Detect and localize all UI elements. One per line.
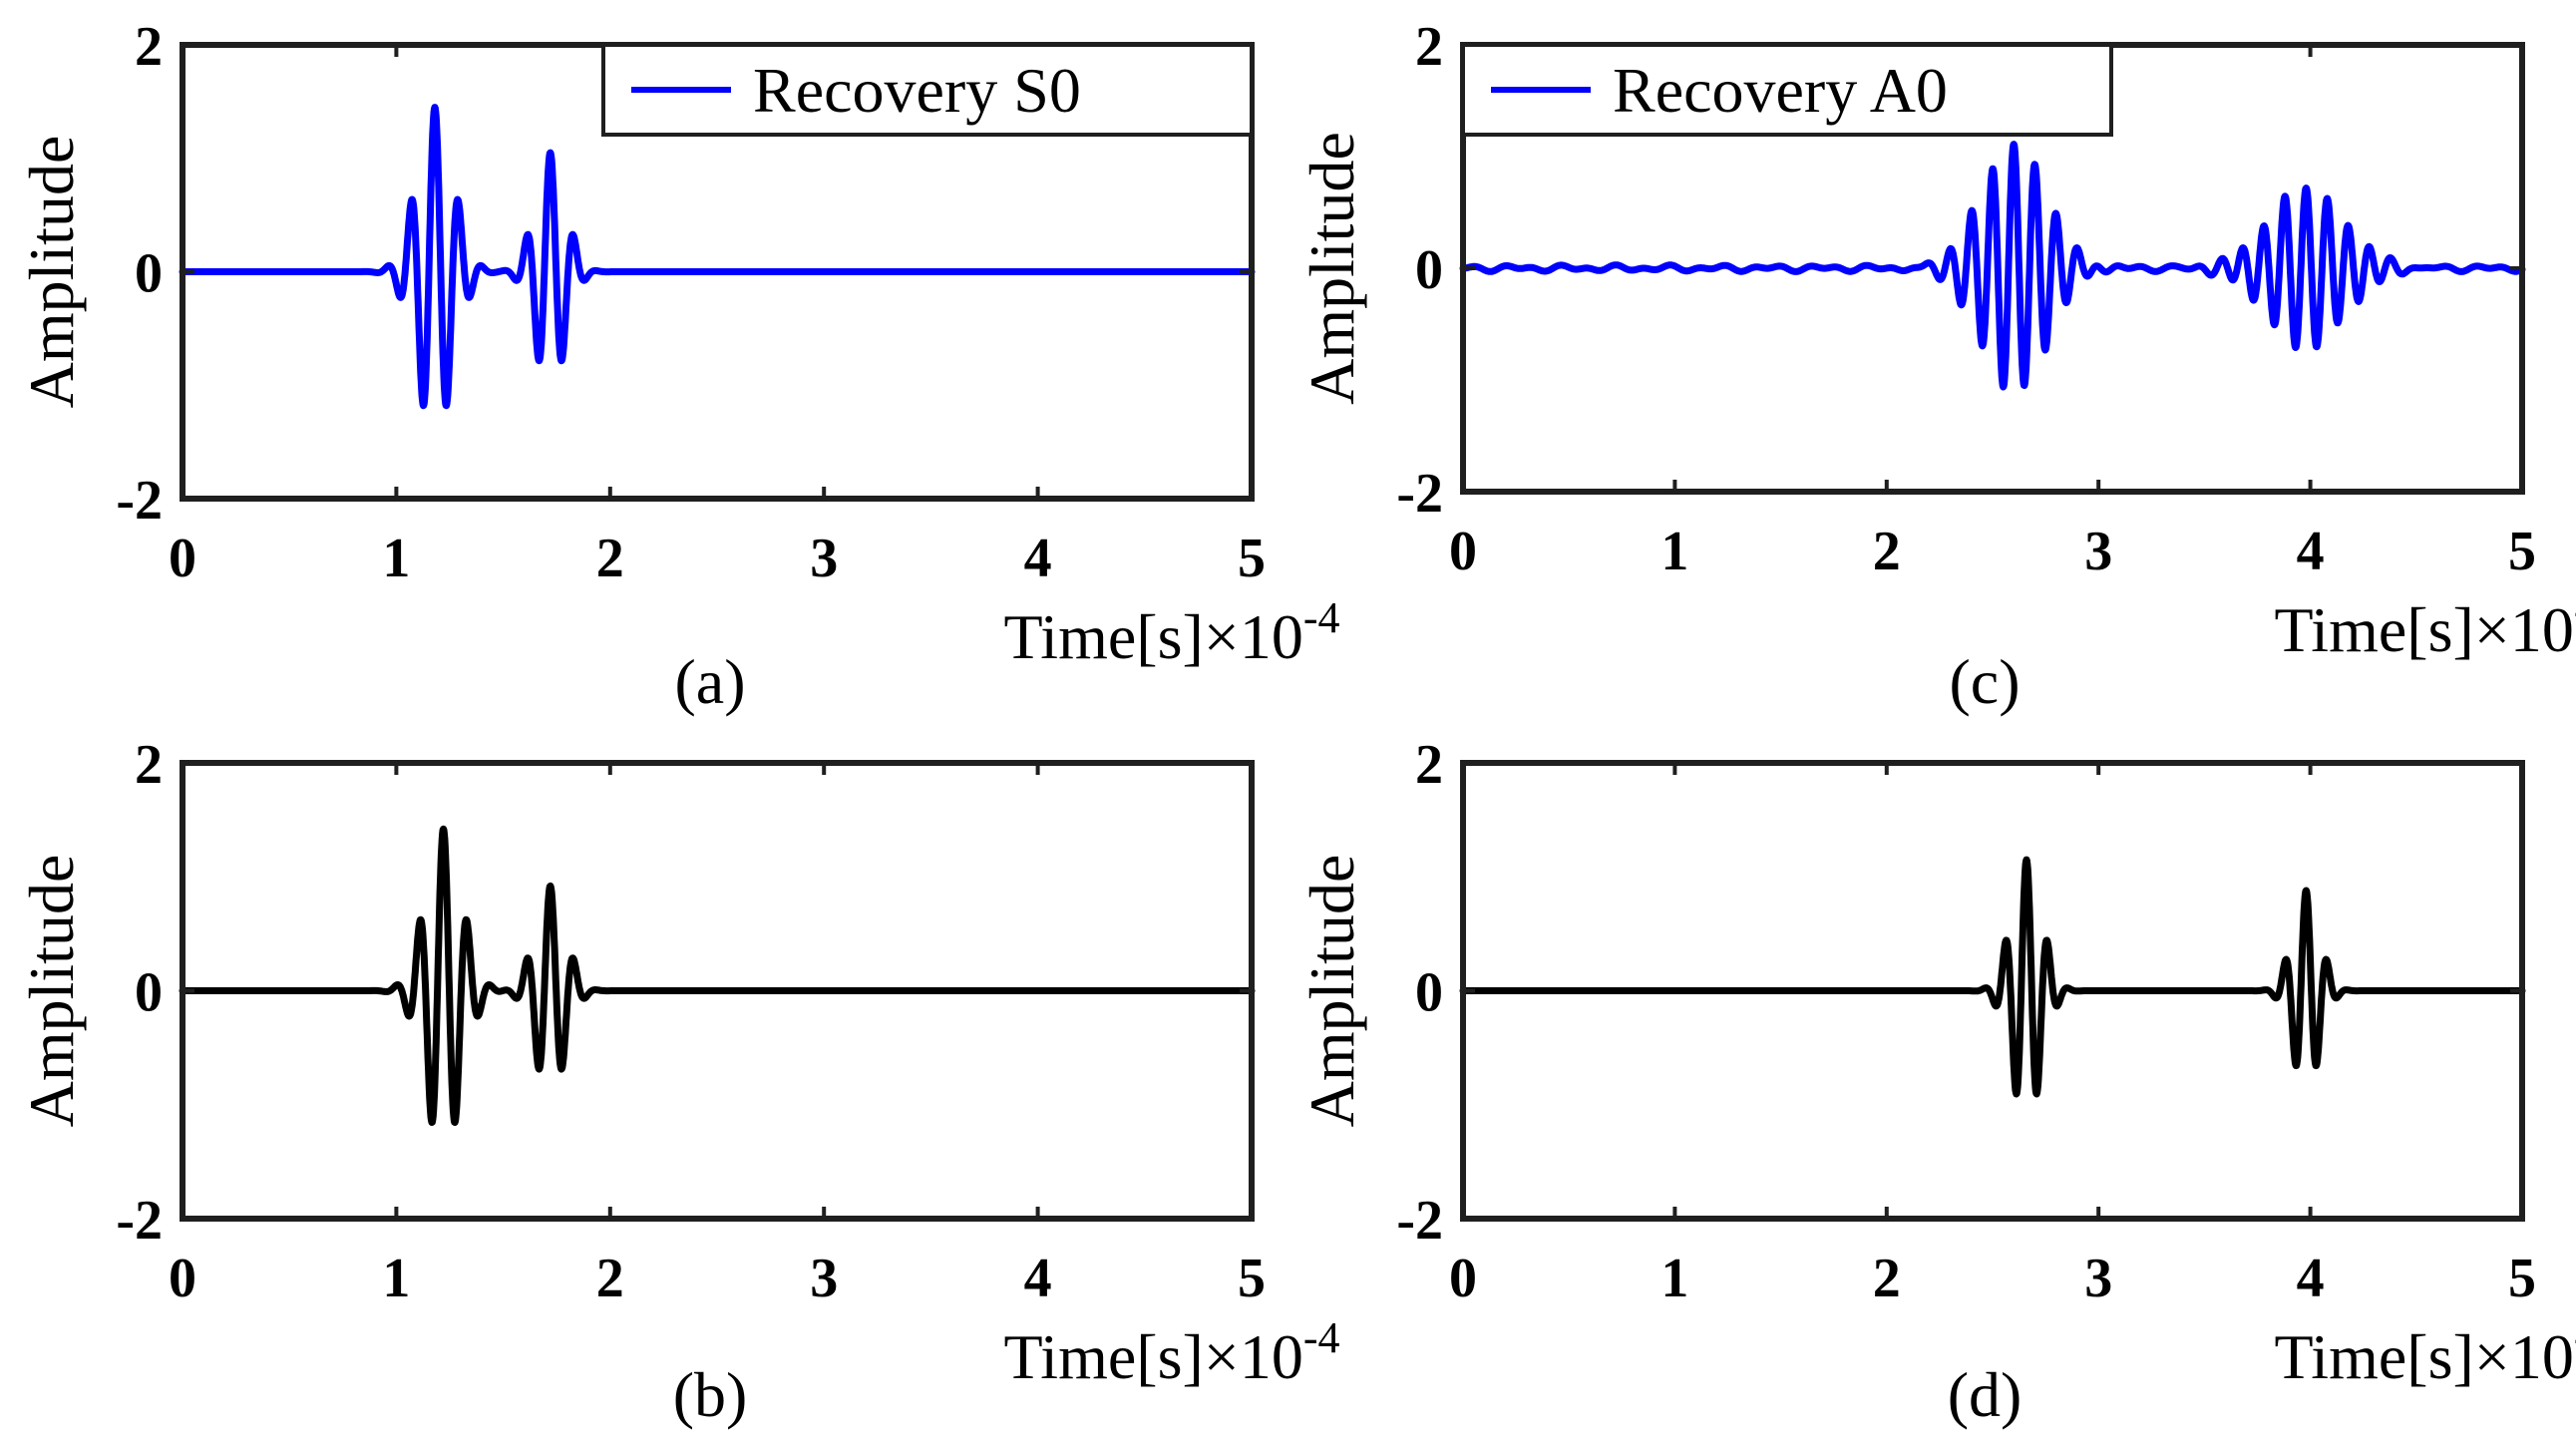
y-axis-label-d: Amplitude bbox=[1296, 855, 1367, 1128]
x-tick-label-d-3: 3 bbox=[2084, 1248, 2112, 1309]
caption-b: (b) bbox=[673, 1359, 748, 1430]
series-line-b-0 bbox=[179, 825, 1256, 1126]
x-axis-label-text: Time[s] bbox=[1003, 601, 1203, 672]
subplot-c: 012345-202AmplitudeTime[s]×10-4(c)Recove… bbox=[1296, 16, 2576, 717]
x-tick-label-b-3: 3 bbox=[810, 1248, 838, 1309]
x-tick-label-c-5: 5 bbox=[2508, 521, 2536, 582]
y-tick-label-b-0: -2 bbox=[116, 1190, 163, 1252]
y-tick-label-c-1: 0 bbox=[1415, 239, 1443, 301]
y-tick-label-b-1: 0 bbox=[135, 962, 163, 1024]
x-tick-label-b-2: 2 bbox=[596, 1248, 624, 1309]
y-tick-label-a-1: 0 bbox=[135, 243, 163, 305]
legend-box bbox=[601, 43, 1254, 137]
x-tick-label-a-0: 0 bbox=[169, 528, 196, 589]
x-tick-label-a-1: 1 bbox=[382, 528, 410, 589]
caption-c: (c) bbox=[1949, 646, 2020, 717]
x-tick-label-c-0: 0 bbox=[1449, 521, 1477, 582]
x-axis-exponent: -4 bbox=[1303, 1313, 1340, 1362]
x-tick-label-c-3: 3 bbox=[2084, 521, 2112, 582]
x-tick-label-d-2: 2 bbox=[1873, 1248, 1901, 1309]
x-tick-label-c-1: 1 bbox=[1660, 521, 1688, 582]
x-axis-label-d: Time[s]×10-4 bbox=[2274, 1313, 2576, 1392]
y-tick-label-a-2: 2 bbox=[135, 16, 163, 78]
x-tick-label-a-4: 4 bbox=[1024, 528, 1052, 589]
series-line-a-0 bbox=[179, 104, 1256, 410]
x-tick-label-c-4: 4 bbox=[2297, 521, 2325, 582]
y-axis-label-a: Amplitude bbox=[16, 136, 87, 409]
caption-d: (d) bbox=[1948, 1359, 2023, 1430]
x-axis-multiplier: ×10 bbox=[1204, 1321, 1303, 1392]
y-tick-label-a-0: -2 bbox=[116, 470, 163, 532]
x-tick-label-d-1: 1 bbox=[1660, 1248, 1688, 1309]
x-tick-label-a-3: 3 bbox=[810, 528, 838, 589]
x-axis-label-text: Time[s] bbox=[1003, 1321, 1203, 1392]
x-tick-label-a-2: 2 bbox=[596, 528, 624, 589]
x-axis-label-b: Time[s]×10-4 bbox=[1003, 1313, 1339, 1392]
y-tick-label-d-1: 0 bbox=[1415, 962, 1443, 1024]
x-axis-label-a: Time[s]×10-4 bbox=[1003, 593, 1339, 672]
y-axis-label-c: Amplitude bbox=[1296, 132, 1367, 405]
x-axis-exponent: -4 bbox=[1303, 593, 1340, 642]
x-tick-label-b-5: 5 bbox=[1238, 1248, 1266, 1309]
x-tick-label-c-2: 2 bbox=[1873, 521, 1901, 582]
caption-a: (a) bbox=[674, 646, 745, 717]
y-tick-label-b-2: 2 bbox=[135, 734, 163, 796]
series-line-c-0 bbox=[1459, 141, 2526, 391]
x-tick-label-d-5: 5 bbox=[2508, 1248, 2536, 1309]
x-tick-label-d-0: 0 bbox=[1449, 1248, 1477, 1309]
x-axis-label-c: Time[s]×10-4 bbox=[2274, 586, 2576, 665]
legend-a: Recovery S0 bbox=[601, 43, 1254, 137]
x-axis-multiplier: ×10 bbox=[2474, 594, 2574, 665]
x-tick-label-b-0: 0 bbox=[169, 1248, 196, 1309]
legend-label: Recovery S0 bbox=[753, 55, 1081, 126]
x-axis-exponent: -4 bbox=[2574, 1313, 2576, 1362]
y-axis-label-b: Amplitude bbox=[16, 855, 87, 1128]
y-tick-label-c-0: -2 bbox=[1396, 463, 1443, 525]
x-tick-label-b-1: 1 bbox=[382, 1248, 410, 1309]
x-tick-label-b-4: 4 bbox=[1024, 1248, 1052, 1309]
subplot-a: 0 1 2 3 4 5-202AmplitudeTime[s]×10-4(a)Recove… bbox=[16, 16, 1340, 717]
y-tick-label-d-0: -2 bbox=[1396, 1190, 1443, 1252]
x-axis-multiplier: ×10 bbox=[1204, 601, 1303, 672]
y-tick-label-c-2: 2 bbox=[1415, 16, 1443, 78]
x-axis-exponent: -4 bbox=[2574, 586, 2576, 635]
x-tick-label-d-4: 4 bbox=[2297, 1248, 2325, 1309]
legend-c: Recovery A0 bbox=[1461, 43, 2113, 137]
x-axis-label-text: Time[s] bbox=[2274, 594, 2473, 665]
y-tick-label-d-2: 2 bbox=[1415, 734, 1443, 796]
series-line-d-0 bbox=[1459, 856, 2526, 1098]
x-axis-multiplier: ×10 bbox=[2474, 1321, 2574, 1392]
x-axis-label-text: Time[s] bbox=[2274, 1321, 2473, 1392]
x-tick-label-a-5: 5 bbox=[1238, 528, 1266, 589]
legend-label: Recovery A0 bbox=[1613, 55, 1948, 126]
